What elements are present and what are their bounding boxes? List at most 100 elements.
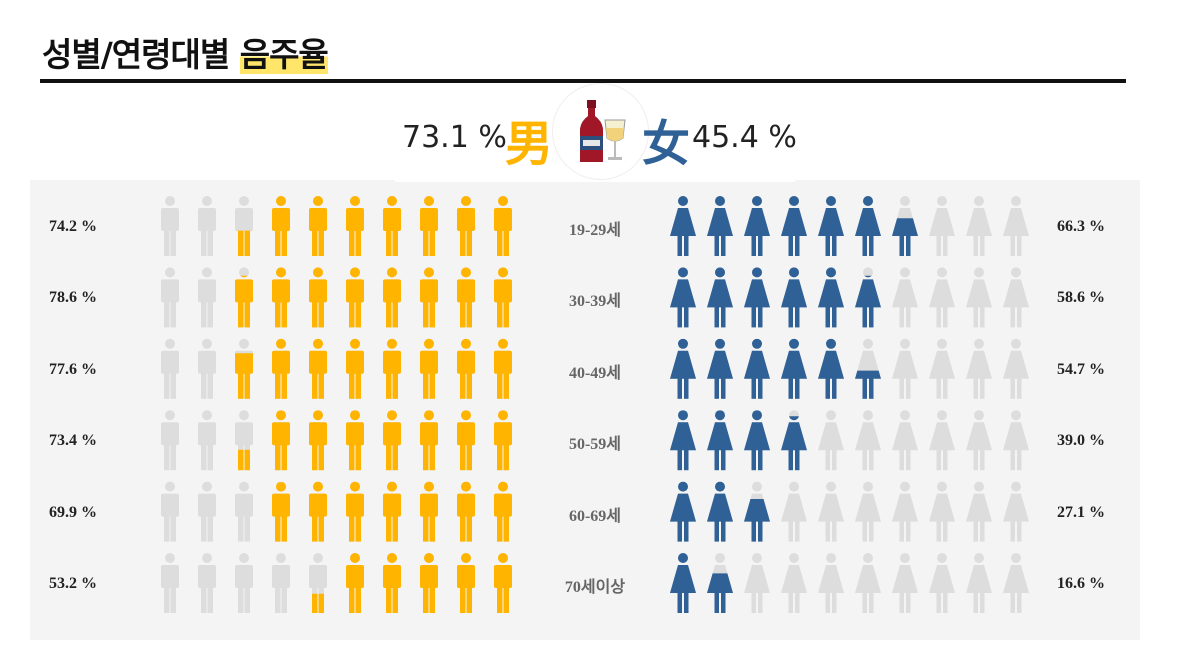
- male-person-icon: [309, 481, 327, 542]
- female-person-icon: [744, 553, 770, 613]
- female-value-label: 16.6 %: [1057, 575, 1105, 592]
- female-value-label: 27.1 %: [1057, 503, 1105, 521]
- female-person-icon: [966, 267, 992, 328]
- female-person-icon: [781, 410, 807, 471]
- male-person-icon: [346, 267, 364, 328]
- female-person-icon: [744, 410, 770, 471]
- chart-panel: [30, 180, 1140, 640]
- male-person-icon: [235, 338, 253, 399]
- female-person-icon: [1003, 481, 1029, 542]
- male-person-icon: [383, 196, 401, 256]
- male-person-icon: [161, 267, 179, 328]
- male-person-icon: [494, 481, 512, 542]
- female-person-icon: [744, 481, 770, 542]
- male-person-icon: [494, 267, 512, 328]
- male-person-icon: [383, 267, 401, 328]
- female-person-icon: [892, 196, 918, 256]
- male-person-icon: [272, 338, 290, 399]
- female-person-icon: [929, 196, 955, 256]
- male-person-icon: [198, 338, 216, 399]
- age-group-label: 50-59세: [568, 436, 622, 454]
- male-person-icon: [198, 410, 216, 471]
- male-person-icon: [235, 553, 253, 613]
- male-person-icon: [235, 267, 253, 328]
- female-person-icon: [781, 196, 807, 256]
- female-person-icon: [707, 410, 733, 471]
- title-main: 성별/연령대별: [42, 35, 240, 74]
- male-person-icon: [309, 553, 327, 613]
- female-total: 45.4 %: [692, 120, 797, 155]
- male-person-icon: [346, 338, 364, 399]
- male-person-icon: [457, 410, 475, 471]
- title-divider: [40, 79, 1126, 83]
- male-person-icon: [161, 196, 179, 256]
- female-person-icon: [1003, 196, 1029, 256]
- male-person-icon: [457, 553, 475, 613]
- male-person-icon: [420, 338, 438, 399]
- male-value-label: 77.6 %: [49, 360, 97, 378]
- female-person-icon: [1003, 410, 1029, 471]
- female-person-icon: [670, 338, 696, 399]
- female-person-icon: [818, 553, 844, 613]
- female-person-icon: [929, 410, 955, 471]
- female-person-icon: [818, 267, 844, 328]
- female-person-icon: [966, 338, 992, 399]
- male-person-icon: [235, 410, 253, 471]
- female-person-icon: [855, 338, 881, 399]
- female-person-icon: [966, 481, 992, 542]
- male-person-icon: [420, 196, 438, 256]
- male-person-icon: [309, 196, 327, 256]
- female-person-icon: [818, 481, 844, 542]
- female-person-icon: [781, 267, 807, 328]
- wine-bottle-glass-icon: [552, 83, 649, 180]
- male-person-icon: [272, 267, 290, 328]
- female-person-icon: [929, 481, 955, 542]
- female-person-icon: [781, 481, 807, 542]
- female-person-icon: [892, 410, 918, 471]
- male-person-icon: [161, 553, 179, 613]
- female-person-icon: [855, 267, 881, 328]
- male-person-icon: [309, 267, 327, 328]
- age-group-label: 19-29세: [568, 222, 622, 239]
- title-highlight: 음주율: [239, 35, 329, 74]
- female-person-icon: [855, 410, 881, 471]
- female-person-icon: [781, 338, 807, 399]
- male-person-icon: [494, 196, 512, 256]
- male-person-icon: [494, 410, 512, 471]
- female-person-icon: [966, 553, 992, 613]
- female-person-icon: [670, 481, 696, 542]
- male-person-icon: [272, 481, 290, 542]
- female-person-icon: [670, 196, 696, 256]
- male-person-icon: [420, 553, 438, 613]
- female-person-icon: [781, 553, 807, 613]
- female-person-icon: [855, 553, 881, 613]
- male-person-icon: [198, 553, 216, 613]
- male-person-icon: [494, 553, 512, 613]
- male-person-icon: [272, 196, 290, 256]
- male-person-icon: [383, 338, 401, 399]
- female-person-icon: [1003, 338, 1029, 399]
- female-person-icon: [670, 267, 696, 328]
- age-group-label: 70세이상: [564, 579, 626, 596]
- age-group-label: 40-49세: [568, 364, 622, 382]
- male-person-icon: [272, 553, 290, 613]
- male-person-icon: [457, 338, 475, 399]
- female-person-icon: [818, 338, 844, 399]
- male-person-icon: [494, 338, 512, 399]
- age-group-label: 30-39세: [568, 293, 622, 311]
- female-person-icon: [929, 553, 955, 613]
- female-person-icon: [707, 338, 733, 399]
- female-person-icon: [892, 553, 918, 613]
- female-person-icon: [855, 481, 881, 542]
- male-person-icon: [309, 338, 327, 399]
- male-person-icon: [346, 481, 364, 542]
- male-value-label: 74.2 %: [49, 218, 97, 235]
- male-person-icon: [383, 553, 401, 613]
- male-person-icon: [198, 481, 216, 542]
- male-person-icon: [346, 553, 364, 613]
- male-person-icon: [420, 267, 438, 328]
- female-value-label: 39.0 %: [1057, 432, 1105, 450]
- male-value-label: 78.6 %: [49, 289, 97, 307]
- female-person-icon: [707, 553, 733, 613]
